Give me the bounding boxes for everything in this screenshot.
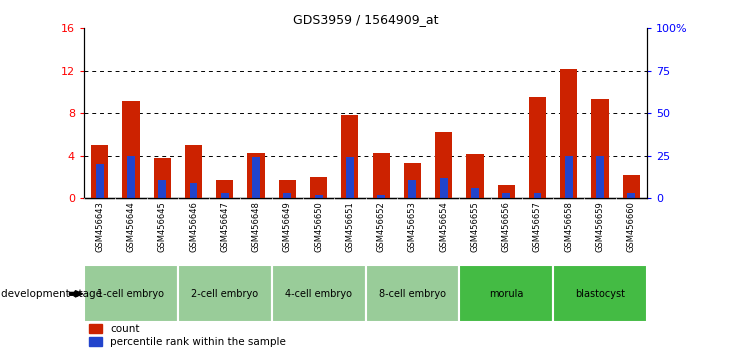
Text: GSM456650: GSM456650 <box>314 201 323 252</box>
Bar <box>341 115 358 198</box>
Bar <box>216 180 233 198</box>
Bar <box>627 193 635 198</box>
Bar <box>459 265 553 322</box>
Bar <box>596 156 604 198</box>
Text: GSM456651: GSM456651 <box>345 201 355 252</box>
Text: morula: morula <box>489 289 523 299</box>
Bar <box>404 163 421 198</box>
Bar <box>185 145 202 198</box>
Text: blastocyst: blastocyst <box>575 289 625 299</box>
Bar <box>127 156 135 198</box>
Bar <box>221 193 229 198</box>
Bar <box>346 158 354 198</box>
Bar <box>435 132 452 198</box>
Bar <box>377 195 385 198</box>
Text: GSM456647: GSM456647 <box>220 201 230 252</box>
Bar <box>366 265 459 322</box>
Bar <box>154 158 171 198</box>
Bar <box>159 179 166 198</box>
Text: GSM456648: GSM456648 <box>251 201 260 252</box>
Text: GSM456658: GSM456658 <box>564 201 573 252</box>
Text: GSM456655: GSM456655 <box>471 201 480 252</box>
Text: GSM456656: GSM456656 <box>501 201 511 252</box>
Bar <box>279 180 296 198</box>
Bar <box>91 145 108 198</box>
Bar <box>471 188 479 198</box>
Bar <box>314 195 322 198</box>
Text: GSM456649: GSM456649 <box>283 201 292 252</box>
Text: GSM456653: GSM456653 <box>408 201 417 252</box>
Bar <box>498 185 515 198</box>
Bar <box>529 97 546 198</box>
Text: GSM456643: GSM456643 <box>95 201 105 252</box>
Bar <box>466 154 483 198</box>
Bar <box>373 153 390 198</box>
Bar <box>310 177 327 198</box>
Text: GSM456652: GSM456652 <box>376 201 386 252</box>
Bar <box>189 183 197 198</box>
Bar <box>565 156 572 198</box>
Bar <box>284 193 291 198</box>
Bar <box>591 99 609 198</box>
Text: GSM456659: GSM456659 <box>596 201 605 252</box>
Text: GSM456660: GSM456660 <box>626 201 636 252</box>
Text: GSM456654: GSM456654 <box>439 201 448 252</box>
Text: 8-cell embryo: 8-cell embryo <box>379 289 446 299</box>
Bar <box>122 101 140 198</box>
Text: GSM456644: GSM456644 <box>126 201 135 252</box>
Title: GDS3959 / 1564909_at: GDS3959 / 1564909_at <box>292 13 439 26</box>
Bar <box>272 265 366 322</box>
Bar <box>96 164 104 198</box>
Bar <box>534 193 542 198</box>
Bar <box>553 265 647 322</box>
Text: GSM456645: GSM456645 <box>158 201 167 252</box>
Bar <box>252 158 260 198</box>
Text: GSM456646: GSM456646 <box>189 201 198 252</box>
Bar <box>623 175 640 198</box>
Bar <box>84 265 178 322</box>
Legend: count, percentile rank within the sample: count, percentile rank within the sample <box>89 324 286 347</box>
Text: 4-cell embryo: 4-cell embryo <box>285 289 352 299</box>
Text: 2-cell embryo: 2-cell embryo <box>192 289 258 299</box>
Bar <box>560 69 577 198</box>
Text: development stage: development stage <box>1 289 102 299</box>
Bar <box>248 153 265 198</box>
Text: 1-cell embryo: 1-cell embryo <box>97 289 164 299</box>
Bar <box>440 178 447 198</box>
Text: GSM456657: GSM456657 <box>533 201 542 252</box>
Bar <box>178 265 272 322</box>
Bar <box>409 179 417 198</box>
Bar <box>502 193 510 198</box>
